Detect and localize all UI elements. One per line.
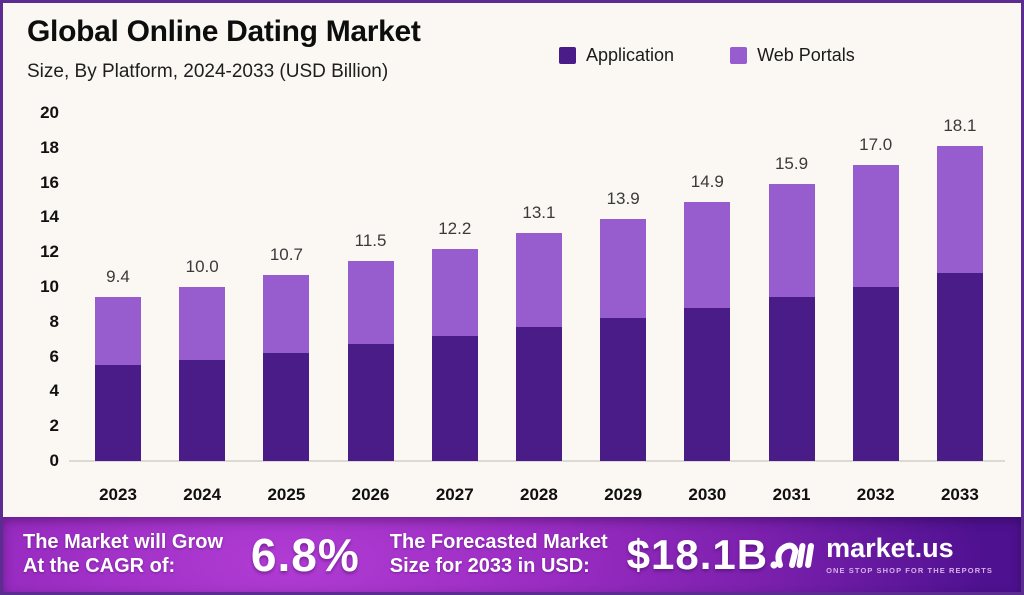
bar-segment-web-portals-2027 xyxy=(431,248,478,336)
chart-legend: Application Web Portals xyxy=(559,45,855,66)
bar-2023: 9.4 2023 xyxy=(95,113,141,504)
x-tick-label-2032: 2032 xyxy=(856,485,895,504)
x-tick-label-2029: 2029 xyxy=(604,485,643,504)
footer-banner: The Market will Grow At the CAGR of: 6.8… xyxy=(3,517,1021,592)
bar-segment-application-2029 xyxy=(600,318,647,461)
forecast-value: $18.1B xyxy=(626,530,769,578)
bar-segment-web-portals-2031 xyxy=(768,184,815,298)
page-subtitle: Size, By Platform, 2024-2033 (USD Billio… xyxy=(27,61,389,82)
y-tick-label: 4 xyxy=(49,381,59,401)
bar-segment-application-2030 xyxy=(684,307,731,461)
y-tick-label: 16 xyxy=(40,172,59,192)
bar-total-label: 13.9 xyxy=(606,189,640,209)
bar-total-label: 17.0 xyxy=(859,135,893,155)
bar-total-label: 13.1 xyxy=(522,203,556,223)
y-tick-label: 10 xyxy=(40,277,59,296)
bar-total-label: 12.2 xyxy=(438,218,472,238)
y-tick-label: 6 xyxy=(49,346,59,366)
bar-2027: 12.2 2027 xyxy=(431,113,478,504)
bar-2031: 15.9 2031 xyxy=(768,113,815,504)
x-tick-label-2030: 2030 xyxy=(688,485,727,504)
bar-segment-application-2025 xyxy=(263,353,310,461)
logo-tagline: ONE STOP SHOP FOR THE REPORTS xyxy=(826,565,993,575)
bar-segment-web-portals-2023 xyxy=(95,297,141,366)
x-tick-label-2024: 2024 xyxy=(183,485,222,504)
web-portals-swatch-icon xyxy=(730,47,748,64)
y-tick-label: 18 xyxy=(40,137,59,157)
legend-label: Application xyxy=(586,45,675,65)
bar-2024: 10.0 2024 xyxy=(179,113,226,504)
bar-2025: 10.7 2025 xyxy=(263,113,310,504)
x-tick-label-2025: 2025 xyxy=(267,485,306,504)
bar-segment-web-portals-2025 xyxy=(263,274,310,354)
bar-segment-web-portals-2030 xyxy=(684,201,731,308)
y-tick-label: 14 xyxy=(40,207,59,227)
bar-segment-application-2033 xyxy=(936,273,983,461)
cagr-value: 6.8% xyxy=(250,528,360,581)
y-tick-label: 20 xyxy=(40,103,59,122)
bar-segment-application-2023 xyxy=(95,365,141,461)
cagr-label-line2: At the CAGR of: xyxy=(23,554,176,577)
bar-segment-web-portals-2026 xyxy=(347,260,394,345)
page-title: Global Online Dating Market xyxy=(27,15,421,48)
bar-2026: 11.5 2026 xyxy=(347,113,394,504)
bar-segment-web-portals-2028 xyxy=(515,233,562,328)
x-tick-label-2031: 2031 xyxy=(772,485,811,504)
cagr-label: The Market will Grow At the CAGR of: xyxy=(23,531,235,578)
x-tick-label-2033: 2033 xyxy=(940,485,979,504)
bar-segment-web-portals-2032 xyxy=(852,165,899,287)
bar-segment-application-2031 xyxy=(768,297,815,461)
bar-2029: 13.9 2029 xyxy=(600,113,647,504)
cagr-label-line1: The Market will Grow xyxy=(23,530,224,553)
bar-segment-application-2028 xyxy=(515,327,562,461)
x-axis-line xyxy=(69,460,1005,462)
bar-segment-web-portals-2024 xyxy=(179,287,226,361)
bar-2033: 18.1 2033 xyxy=(936,113,983,504)
legend-item-application: Application xyxy=(559,45,674,66)
x-tick-label-2023: 2023 xyxy=(99,485,137,504)
bar-total-label: 10.0 xyxy=(185,257,219,276)
bar-total-label: 9.4 xyxy=(106,267,130,287)
x-tick-label-2027: 2027 xyxy=(435,485,474,504)
y-tick-label: 12 xyxy=(40,242,59,262)
legend-label: Web Portals xyxy=(757,45,855,65)
y-tick-label: 8 xyxy=(49,311,59,331)
market-us-logo: market.us ONE STOP SHOP FOR THE REPORTS xyxy=(768,534,993,576)
bar-segment-web-portals-2033 xyxy=(936,146,983,274)
x-tick-label-2026: 2026 xyxy=(351,485,390,504)
logo-name: market.us xyxy=(826,532,954,563)
bar-segment-web-portals-2029 xyxy=(600,219,647,319)
bar-total-label: 15.9 xyxy=(774,154,809,174)
y-tick-label: 0 xyxy=(49,451,59,470)
bar-2032: 17.0 2032 xyxy=(852,113,899,504)
bar-2028: 13.1 2028 xyxy=(515,113,562,504)
logo-text-column: market.us ONE STOP SHOP FOR THE REPORTS xyxy=(826,532,993,575)
x-tick-label-2028: 2028 xyxy=(520,485,558,504)
bar-total-label: 18.1 xyxy=(943,116,977,136)
bar-total-label: 14.9 xyxy=(690,171,724,191)
bar-total-label: 11.5 xyxy=(354,230,387,250)
bar-total-label: 10.7 xyxy=(269,244,303,264)
market-us-logo-icon xyxy=(770,542,815,569)
bar-segment-application-2027 xyxy=(431,335,478,461)
bar-2030: 14.9 2030 xyxy=(684,113,731,504)
bar-segment-application-2024 xyxy=(179,360,226,461)
bar-segment-application-2032 xyxy=(852,287,899,461)
forecast-label: The Forecasted Market Size for 2033 in U… xyxy=(390,531,621,578)
stacked-bar-plot: 9.4 2023 10.0 2024 10.7 2025 11.5 2026 12.2 2027 1… xyxy=(67,113,1011,504)
y-tick-label: 2 xyxy=(49,416,59,436)
bar-segment-application-2026 xyxy=(347,344,394,461)
forecast-label-line2: Size for 2033 in USD: xyxy=(389,554,590,577)
legend-item-web-portals: Web Portals xyxy=(730,45,855,66)
application-swatch-icon xyxy=(559,47,576,64)
y-axis: 0 2 4 6 8 10 12 14 16 18 20 xyxy=(3,103,59,470)
forecast-label-line1: The Forecasted Market xyxy=(389,530,608,553)
